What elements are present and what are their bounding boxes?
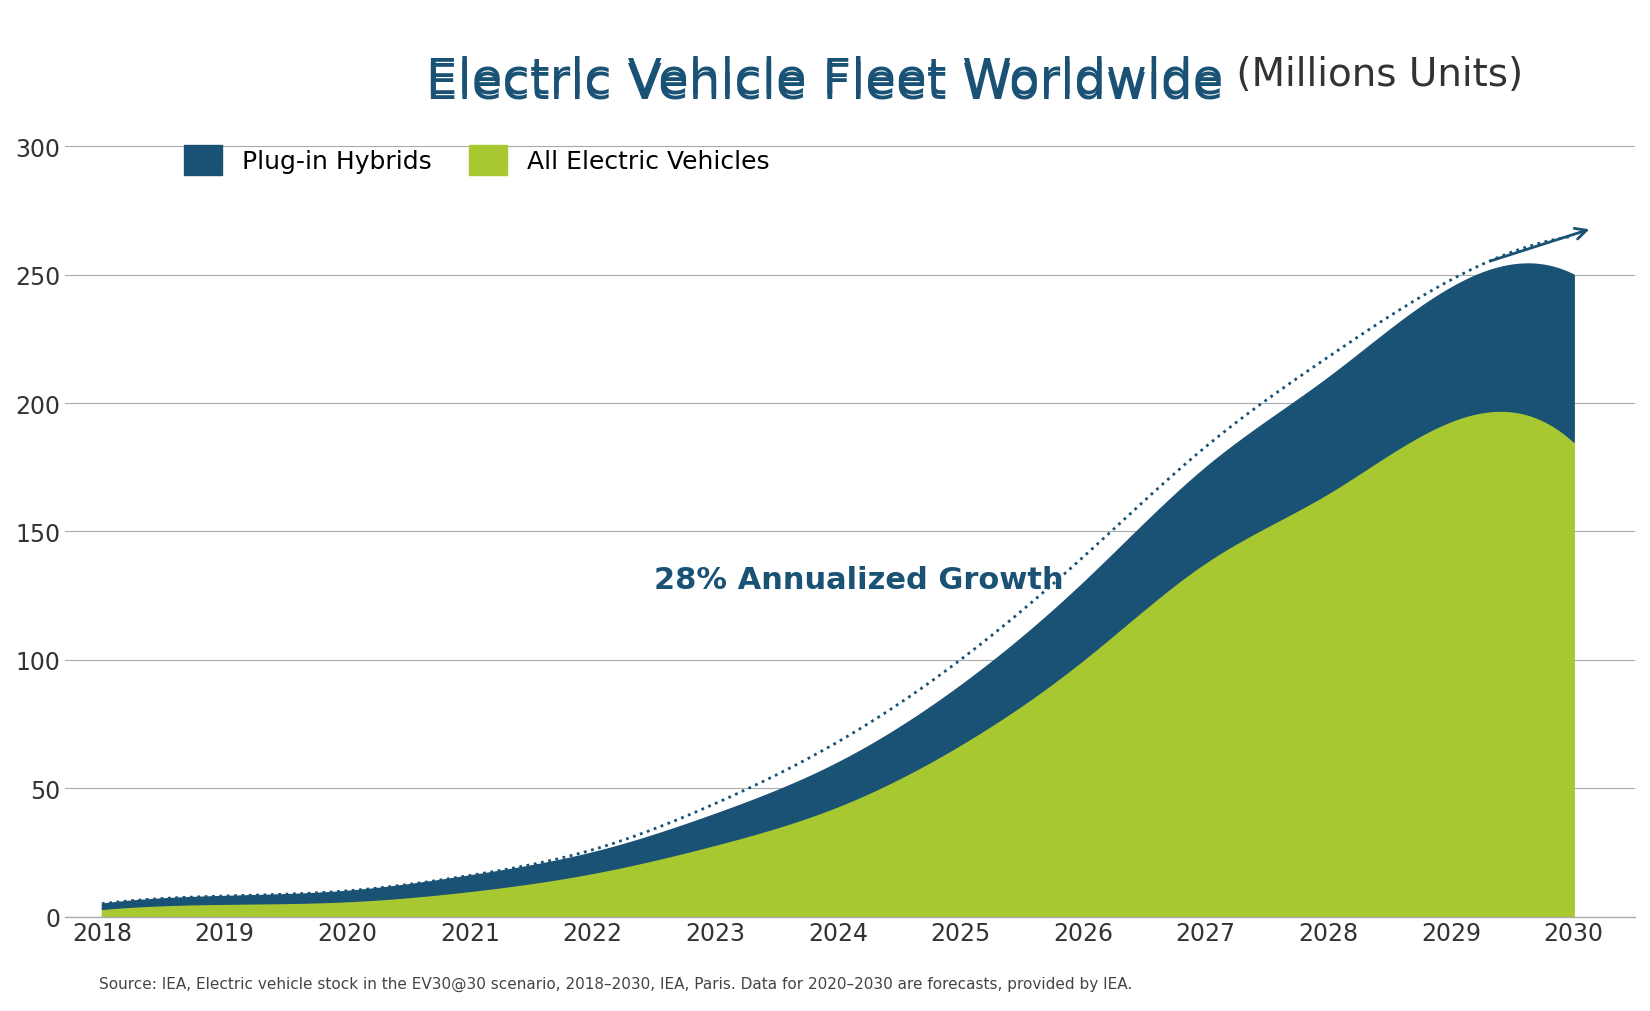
Text: (Millions Units): (Millions Units) <box>1224 56 1523 94</box>
Text: Source: IEA, Electric vehicle stock in the EV30@30 scenario, 2018–2030, IEA, Par: Source: IEA, Electric vehicle stock in t… <box>99 976 1132 991</box>
Legend: Plug-in Hybrids, All Electric Vehicles: Plug-in Hybrids, All Electric Vehicles <box>172 133 782 188</box>
Text: 28% Annualized Growth: 28% Annualized Growth <box>653 565 1064 594</box>
Text: Electric Vehicle Fleet Worldwide (Millions Units): Electric Vehicle Fleet Worldwide (Millio… <box>233 61 1417 108</box>
Text: Electric Vehicle Fleet Worldwide: Electric Vehicle Fleet Worldwide <box>426 61 1224 108</box>
Text: Electric Vehicle Fleet Worldwide: Electric Vehicle Fleet Worldwide <box>426 56 1224 103</box>
